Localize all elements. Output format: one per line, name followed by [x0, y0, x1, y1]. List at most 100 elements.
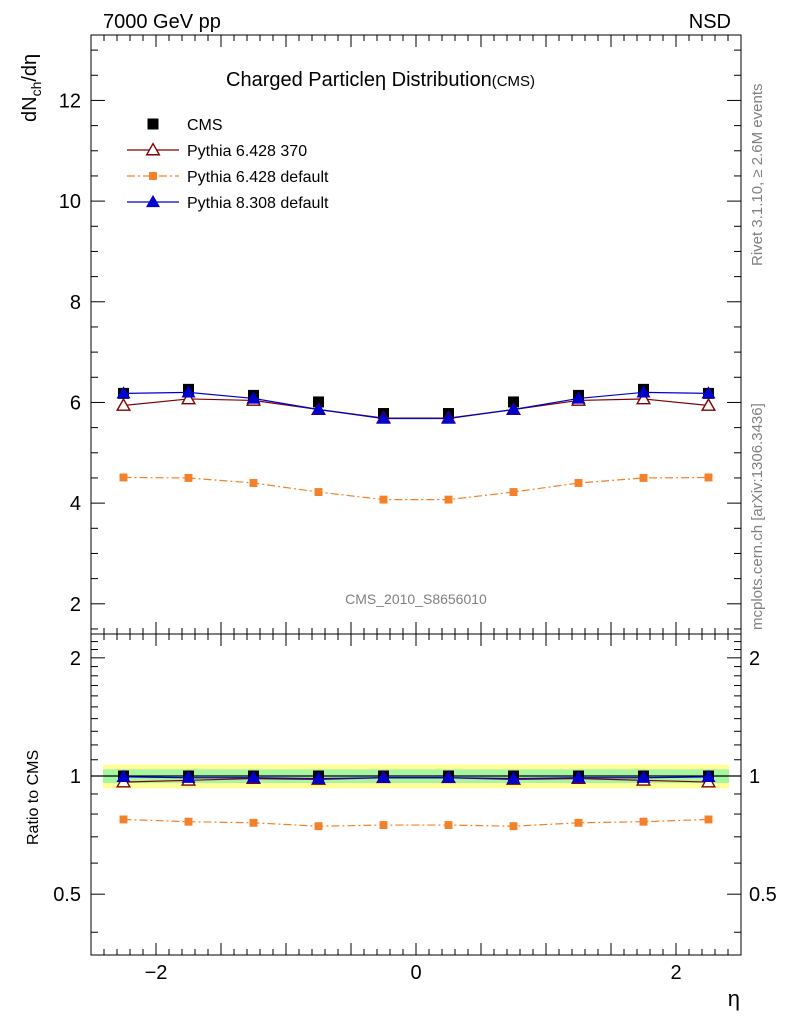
- x-tick-label: 0: [410, 962, 421, 984]
- analysis-id-label: CMS_2010_S8656010: [345, 591, 487, 607]
- data-point: [571, 770, 586, 783]
- header-process-label: NSD: [689, 11, 731, 33]
- x-tick-label: −2: [145, 962, 168, 984]
- data-point: [574, 818, 583, 827]
- data-point: [119, 815, 128, 824]
- data-point: [246, 391, 261, 404]
- data-point: [147, 118, 159, 130]
- series-pythia-8-308-default: [116, 769, 716, 784]
- data-point: [184, 817, 193, 826]
- ratio-frame: [90, 633, 742, 956]
- ratio-tick-label: 1: [70, 766, 81, 788]
- data-point: [376, 411, 391, 424]
- data-point: [509, 488, 518, 497]
- rivet-version-label: Rivet 3.1.10, ≥ 2.6M events: [749, 84, 766, 267]
- ratio-tick-label-right: 2: [749, 648, 760, 670]
- x-tick-label: 2: [670, 962, 681, 984]
- data-point: [574, 479, 583, 487]
- data-point: [571, 391, 586, 404]
- data-point: [311, 402, 326, 415]
- data-point: [116, 769, 131, 783]
- data-point: [181, 385, 196, 398]
- data-point: [145, 194, 161, 208]
- chart-title: Charged Particleη Distribution(CMS): [226, 69, 535, 91]
- x-axis-label: η: [728, 986, 740, 1011]
- series-line: [123, 398, 709, 419]
- ratio-tick-label-right: 1: [749, 766, 760, 788]
- data-point: [509, 822, 518, 831]
- y-tick-label: 2: [70, 594, 81, 616]
- data-point: [376, 770, 391, 783]
- data-point: [704, 815, 713, 824]
- data-point: [180, 391, 197, 405]
- series-line: [123, 391, 709, 420]
- y-axis-label: dNch/dη: [19, 54, 44, 122]
- data-point: [704, 473, 713, 482]
- data-point: [116, 386, 131, 399]
- data-point: [700, 397, 717, 411]
- data-point: [314, 488, 323, 497]
- chart-title-sub: (CMS): [492, 73, 535, 90]
- header-energy-label: 7000 GeV pp: [103, 11, 221, 33]
- legend: CMS Pythia 6.428 370 Pythia 6.428 default P…: [127, 117, 329, 212]
- data-point: [246, 770, 261, 783]
- data-point: [441, 411, 456, 424]
- data-point: [701, 769, 716, 783]
- data-point: [145, 142, 161, 156]
- data-point: [441, 770, 456, 783]
- data-point: [249, 818, 258, 827]
- data-point: [311, 771, 326, 784]
- data-point: [635, 391, 652, 405]
- data-point: [636, 385, 651, 398]
- y-tick-label: 6: [70, 392, 81, 414]
- data-point: [119, 473, 128, 482]
- series-pythia-6-428-default: [119, 473, 713, 504]
- ratio-tick-label: 2: [70, 648, 81, 670]
- legend-entry: Pythia 8.308 default: [127, 194, 329, 212]
- data-point: [184, 473, 193, 482]
- ratio-tick-label: 0.5: [53, 884, 81, 906]
- data-point: [379, 821, 388, 830]
- y-tick-label: 10: [59, 191, 81, 213]
- data-point: [314, 822, 323, 831]
- y-tick-label: 12: [59, 90, 81, 112]
- data-point: [639, 473, 648, 482]
- legend-label: Pythia 6.428 370: [187, 143, 307, 160]
- series-cms: [118, 383, 714, 420]
- data-point: [249, 479, 258, 487]
- series-pythia-6-428-default: [119, 815, 713, 831]
- legend-label: Pythia 8.308 default: [187, 195, 329, 212]
- data-point: [115, 397, 132, 411]
- legend-entry: Pythia 6.428 default: [127, 169, 329, 186]
- data-point: [639, 817, 648, 826]
- legend-label: Pythia 6.428 default: [187, 169, 329, 186]
- y-tick-label: 4: [70, 493, 81, 515]
- ratio-series-layer: [115, 769, 717, 831]
- data-point: [506, 402, 521, 415]
- legend-label: CMS: [187, 117, 223, 134]
- data-point: [701, 386, 716, 399]
- y-tick-label: 8: [70, 292, 81, 314]
- data-point: [149, 172, 157, 180]
- series-line: [123, 776, 709, 780]
- data-point: [636, 770, 651, 783]
- series-line: [123, 818, 709, 827]
- data-point: [444, 821, 453, 830]
- data-point: [181, 770, 196, 783]
- chart-title-rest: Distribution: [386, 69, 492, 91]
- legend-entry: CMS: [147, 117, 223, 134]
- ratio-y-axis-label: Ratio to CMS: [25, 750, 42, 845]
- mcplots-source-label: mcplots.cern.ch [arXiv:1306.3436]: [749, 403, 766, 630]
- legend-entry: Pythia 6.428 370: [127, 142, 307, 160]
- series-line: [123, 476, 709, 501]
- chart-title-symbol: η: [375, 69, 386, 91]
- ratio-tick-label-right: 0.5: [749, 884, 777, 906]
- series-pythia-8-308-default: [116, 385, 716, 424]
- data-point: [506, 771, 521, 784]
- data-point: [444, 495, 453, 504]
- data-point: [379, 495, 388, 504]
- chart-title-main: Charged Particle: [226, 69, 375, 91]
- main-series-layer: [115, 383, 717, 504]
